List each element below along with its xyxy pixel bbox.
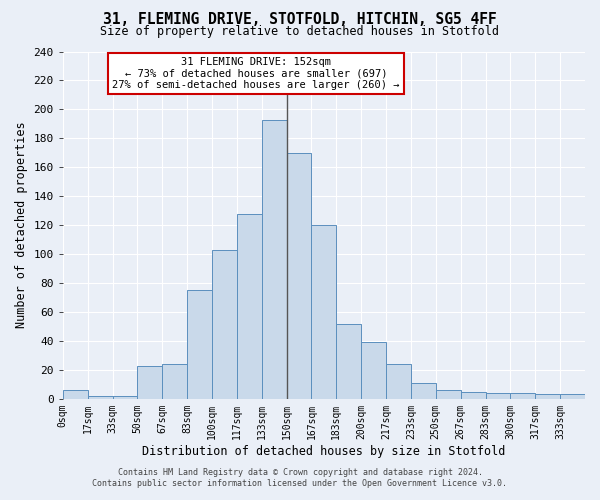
Bar [237, 214, 262, 399]
Bar [311, 225, 337, 399]
Bar [63, 390, 88, 399]
Bar [162, 364, 187, 399]
Bar [88, 396, 113, 399]
Y-axis label: Number of detached properties: Number of detached properties [15, 122, 28, 328]
Text: Size of property relative to detached houses in Stotfold: Size of property relative to detached ho… [101, 25, 499, 38]
Bar [411, 383, 436, 399]
Bar [262, 120, 287, 399]
Bar [436, 390, 461, 399]
Bar [113, 396, 137, 399]
Bar [535, 394, 560, 399]
Bar [137, 366, 162, 399]
Bar [461, 392, 485, 399]
Text: Contains HM Land Registry data © Crown copyright and database right 2024.
Contai: Contains HM Land Registry data © Crown c… [92, 468, 508, 487]
Bar [386, 364, 411, 399]
Bar [511, 393, 535, 399]
Bar [212, 250, 237, 399]
Bar [187, 290, 212, 399]
Bar [485, 393, 511, 399]
Bar [337, 324, 361, 399]
Bar [560, 394, 585, 399]
Text: 31 FLEMING DRIVE: 152sqm
← 73% of detached houses are smaller (697)
27% of semi-: 31 FLEMING DRIVE: 152sqm ← 73% of detach… [112, 56, 400, 90]
Bar [361, 342, 386, 399]
Bar [287, 153, 311, 399]
Text: 31, FLEMING DRIVE, STOTFOLD, HITCHIN, SG5 4FF: 31, FLEMING DRIVE, STOTFOLD, HITCHIN, SG… [103, 12, 497, 28]
X-axis label: Distribution of detached houses by size in Stotfold: Distribution of detached houses by size … [142, 444, 506, 458]
